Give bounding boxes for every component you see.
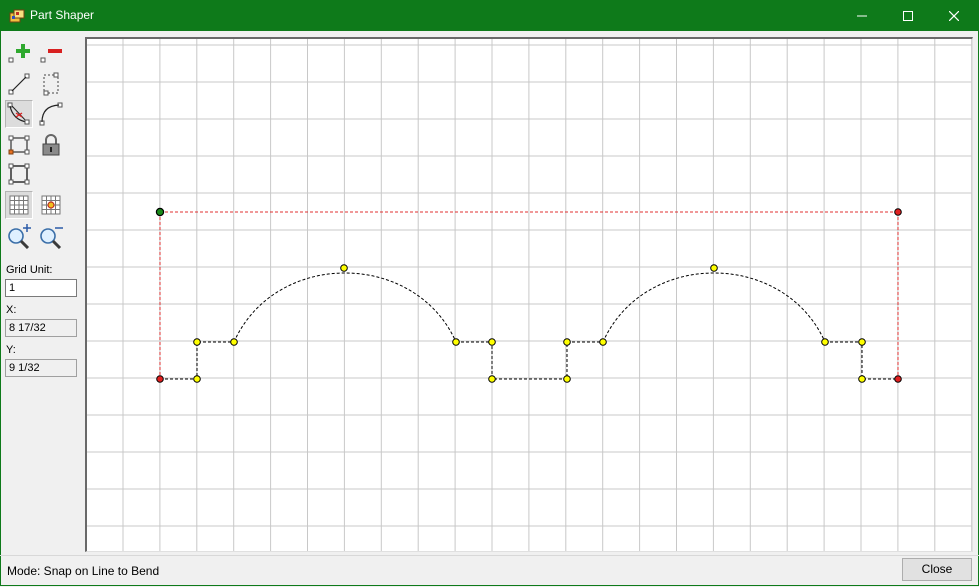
x-coordinate-value: 8 17/32 [5, 319, 77, 337]
snap-line-to-bend-button[interactable] [5, 100, 33, 128]
grid-lines [87, 39, 972, 551]
bend-curve-icon [39, 102, 63, 126]
shape-arc-right [602, 272, 826, 343]
window-title: Part Shaper [30, 8, 95, 22]
line-icon [8, 73, 30, 95]
close-icon [949, 10, 959, 21]
mode-status: Mode: Snap on Line to Bend [7, 564, 160, 578]
minimize-icon [857, 15, 867, 16]
shape-segment-left-step [160, 341, 234, 380]
control-point [230, 338, 238, 346]
rect-point-tool-button[interactable] [5, 131, 33, 159]
grid-unit-label: Grid Unit: [6, 264, 53, 276]
lock-button[interactable] [37, 131, 65, 159]
remove-point-icon [40, 49, 62, 63]
tool-panel: Grid Unit: X: 8 17/32 Y: 9 1/32 [0, 31, 84, 553]
y-label: Y: [6, 344, 16, 356]
maximize-button[interactable] [885, 0, 931, 31]
bend-tool-button[interactable] [37, 100, 65, 128]
canvas-drawing [87, 39, 972, 551]
grid-icon [9, 195, 29, 215]
control-point [193, 338, 201, 346]
bounding-corner-red [156, 375, 164, 383]
control-point [858, 338, 866, 346]
control-point [563, 375, 571, 383]
select-rect-button[interactable] [37, 70, 65, 98]
add-point-button[interactable] [5, 39, 33, 67]
shape-segment-middle [456, 341, 603, 380]
zoom-in-icon [8, 224, 31, 249]
snap-line-bend-icon [7, 102, 30, 125]
minimize-button[interactable] [839, 0, 885, 31]
status-separator [0, 555, 979, 556]
rect-point-icon [8, 135, 30, 155]
app-icon [9, 8, 25, 24]
remove-point-button[interactable] [37, 39, 65, 67]
control-point [710, 264, 718, 272]
control-point [563, 338, 571, 346]
bounding-corner-red [894, 208, 902, 216]
grid-unit-input[interactable] [5, 279, 77, 297]
add-point-icon [8, 44, 30, 63]
select-rect-icon [43, 72, 59, 96]
close-window-button[interactable] [931, 0, 977, 31]
control-point [599, 338, 607, 346]
bounding-corner-red [894, 375, 902, 383]
snap-grid-icon [41, 195, 61, 215]
frame-icon [8, 163, 30, 185]
zoom-out-icon [40, 227, 63, 249]
close-button[interactable]: Close [902, 558, 972, 581]
shape-outline [160, 272, 898, 380]
shape-arc-left [233, 272, 457, 343]
control-point [340, 264, 348, 272]
bounding-box [159, 211, 899, 379]
control-points [155, 207, 902, 383]
maximize-icon [903, 10, 913, 21]
shape-segment-right-step [825, 341, 898, 380]
control-point [488, 375, 496, 383]
control-point [452, 338, 460, 346]
zoom-in-button[interactable] [5, 222, 33, 250]
origin-point [155, 207, 165, 217]
control-point [858, 375, 866, 383]
lock-icon [42, 134, 60, 156]
control-point [821, 338, 829, 346]
zoom-out-button[interactable] [37, 222, 65, 250]
title-bar[interactable]: Part Shaper [0, 0, 979, 31]
frame-tool-button[interactable] [5, 160, 33, 188]
control-point [488, 338, 496, 346]
y-coordinate-value: 9 1/32 [5, 359, 77, 377]
snap-grid-button[interactable] [37, 191, 65, 219]
line-tool-button[interactable] [5, 70, 33, 98]
control-point [193, 375, 201, 383]
grid-toggle-button[interactable] [5, 191, 33, 219]
drawing-canvas[interactable] [85, 37, 973, 552]
x-label: X: [6, 304, 17, 316]
